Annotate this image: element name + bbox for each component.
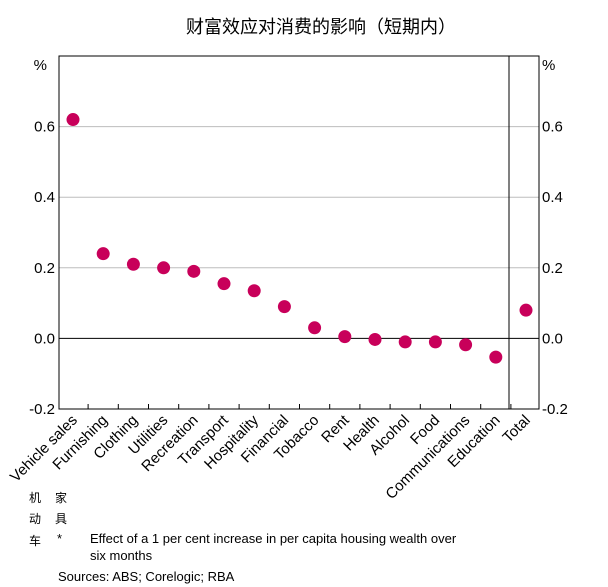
- data-point: [96, 247, 110, 261]
- data-point: [217, 277, 231, 291]
- gridlines: [59, 126, 539, 339]
- y-tick-label-left: 0.4: [34, 189, 55, 206]
- y-tick-label-right: 0.6: [542, 119, 563, 136]
- y-tick-label-left: 0.2: [34, 260, 55, 277]
- category-labels: Vehicle salesFurnishingClothingUtilities…: [7, 411, 534, 503]
- y-ticks: 0.6 0.6 0.4 0.4 0.2 0.2 0.0 0.0 -0.2 -0.2: [29, 119, 568, 418]
- data-point: [489, 350, 503, 364]
- footnote-line-2: six months: [90, 548, 153, 563]
- y-tick-label-right: 0.2: [542, 260, 563, 277]
- x-ticks: [87, 404, 512, 409]
- y-tick-label-left: 0.6: [34, 119, 55, 136]
- data-point: [277, 300, 291, 314]
- chart-title: 财富效应对消费的影响（短期内）: [186, 17, 456, 38]
- data-point: [338, 330, 352, 344]
- footnote-char-2: 动: [29, 512, 42, 526]
- y-unit-right: %: [542, 57, 555, 74]
- data-point: [157, 261, 171, 275]
- data-point: [308, 321, 322, 335]
- y-tick-label-left: 0.0: [34, 330, 55, 347]
- footnote-char-3: 车: [29, 534, 42, 548]
- footnote-char-5: 具: [55, 512, 68, 526]
- data-point: [519, 303, 533, 317]
- data-point: [187, 264, 201, 278]
- data-points: [66, 113, 533, 364]
- data-point: [66, 113, 80, 127]
- category-label: Total: [499, 412, 533, 446]
- y-tick-label-right: 0.4: [542, 189, 563, 206]
- footnote-asterisk: *: [57, 531, 63, 546]
- data-point: [428, 335, 442, 349]
- y-tick-label-right: -0.2: [542, 401, 568, 418]
- data-point: [126, 257, 140, 271]
- plot-frame: [58, 55, 540, 410]
- footnote-line-1: Effect of a 1 per cent increase in per c…: [90, 531, 457, 546]
- footnote-char-4: 家: [55, 491, 68, 505]
- y-tick-label-left: -0.2: [29, 401, 55, 418]
- data-point: [459, 338, 473, 352]
- y-unit-left: %: [34, 57, 47, 74]
- data-point: [398, 335, 412, 349]
- data-point: [247, 284, 261, 298]
- footnote-char-1: 机: [29, 491, 42, 505]
- y-tick-label-right: 0.0: [542, 330, 563, 347]
- sources-note: Sources: ABS; Corelogic; RBA: [58, 569, 235, 584]
- data-point: [368, 332, 382, 346]
